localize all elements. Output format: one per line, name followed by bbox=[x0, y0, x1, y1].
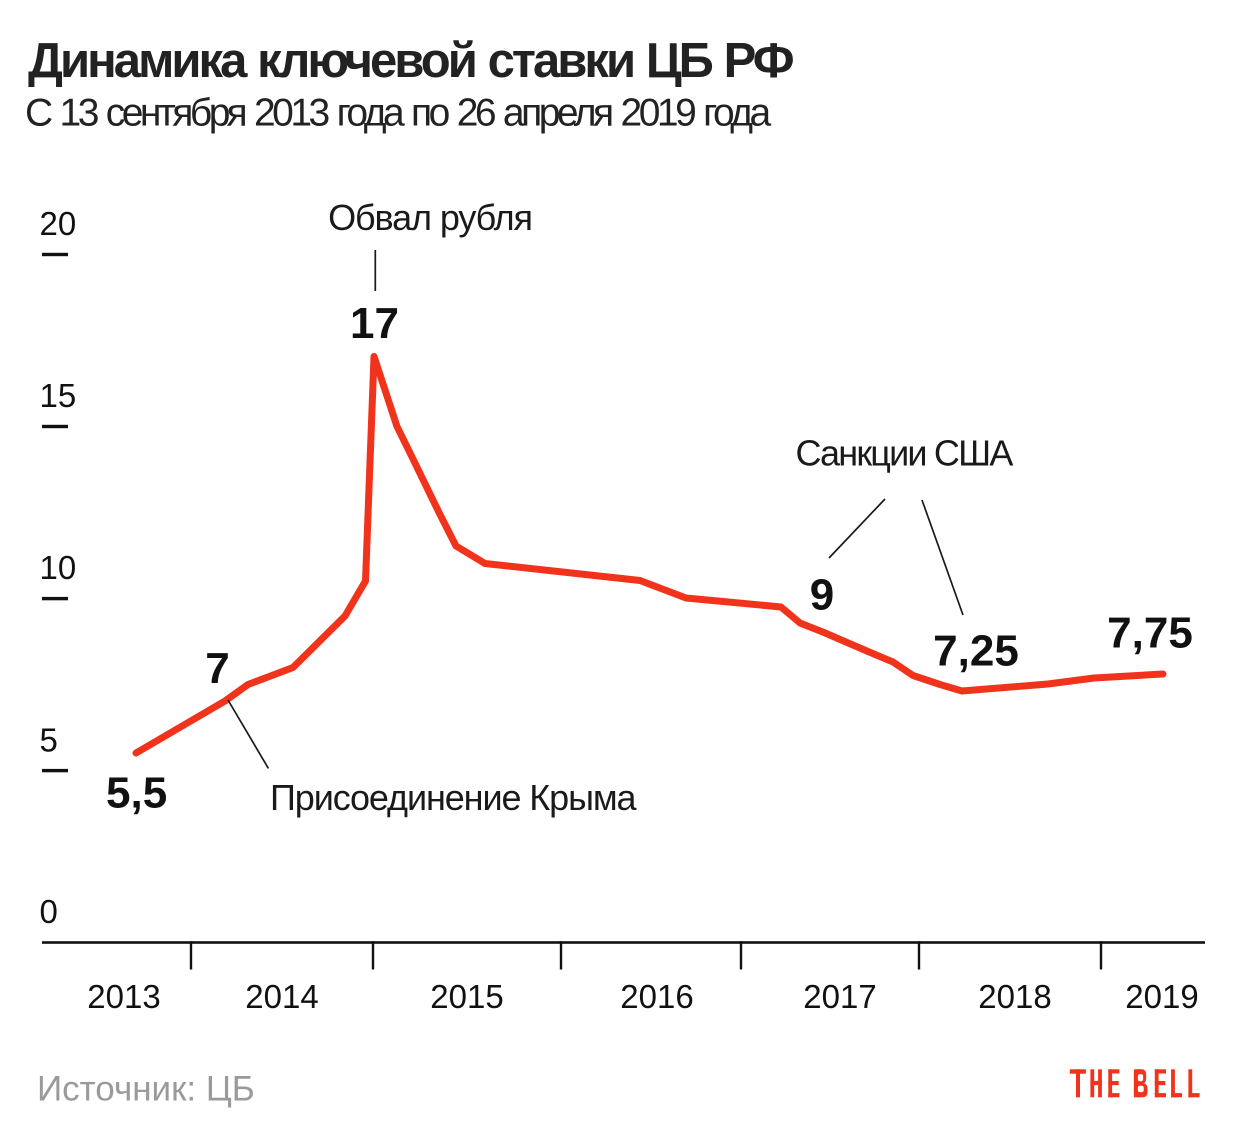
svg-text:7,75: 7,75 bbox=[1107, 608, 1193, 657]
svg-text:Источник: ЦБ: Источник: ЦБ bbox=[37, 1069, 255, 1108]
svg-text:Обвал рубля: Обвал рубля bbox=[328, 197, 532, 238]
svg-text:Динамика ключевой ставки ЦБ РФ: Динамика ключевой ставки ЦБ РФ bbox=[28, 34, 794, 88]
svg-text:20: 20 bbox=[40, 205, 77, 242]
svg-text:2015: 2015 bbox=[430, 978, 503, 1015]
svg-text:2018: 2018 bbox=[978, 978, 1051, 1015]
svg-text:2017: 2017 bbox=[803, 978, 876, 1015]
svg-text:0: 0 bbox=[40, 893, 58, 930]
svg-text:2016: 2016 bbox=[620, 978, 693, 1015]
svg-text:7: 7 bbox=[205, 644, 229, 693]
svg-text:7,25: 7,25 bbox=[933, 627, 1019, 676]
svg-text:15: 15 bbox=[40, 377, 77, 414]
svg-text:17: 17 bbox=[350, 299, 399, 348]
svg-text:С 13 сентября 2013 года по 26: С 13 сентября 2013 года по 26 апреля 201… bbox=[25, 92, 772, 135]
svg-text:9: 9 bbox=[810, 571, 834, 620]
svg-text:5,5: 5,5 bbox=[106, 769, 167, 818]
svg-text:Присоединение Крыма: Присоединение Крыма bbox=[270, 777, 638, 818]
svg-text:2014: 2014 bbox=[245, 978, 318, 1015]
svg-text:10: 10 bbox=[40, 549, 77, 586]
svg-text:2019: 2019 bbox=[1125, 978, 1198, 1015]
svg-text:5: 5 bbox=[40, 722, 58, 759]
svg-text:Санкции США: Санкции США bbox=[795, 432, 1013, 473]
svg-text:2013: 2013 bbox=[87, 978, 160, 1015]
